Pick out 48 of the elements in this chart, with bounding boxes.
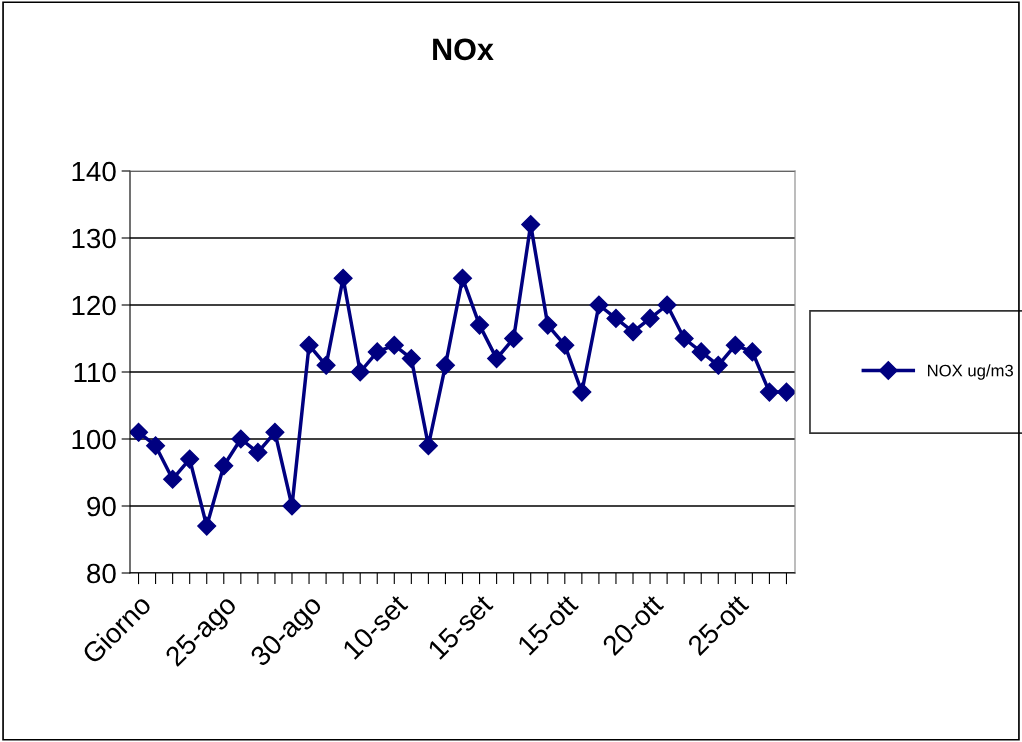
point	[418, 436, 438, 456]
point	[606, 308, 626, 328]
point	[776, 382, 795, 402]
point	[589, 295, 609, 315]
point	[742, 342, 762, 362]
point	[640, 308, 660, 328]
y-tick-label: 110	[74, 362, 116, 383]
y-tick-label: 90	[87, 496, 116, 517]
point	[163, 469, 183, 489]
point	[384, 335, 404, 355]
point	[299, 335, 319, 355]
point	[623, 322, 643, 342]
point	[130, 422, 149, 442]
point	[231, 429, 251, 449]
point	[435, 355, 455, 375]
point	[759, 382, 779, 402]
point	[367, 342, 387, 362]
point	[401, 349, 421, 369]
point	[674, 328, 694, 349]
point	[282, 496, 302, 516]
y-tick-label: 130	[72, 228, 116, 249]
point	[265, 422, 285, 442]
point	[487, 349, 507, 369]
point	[657, 295, 677, 315]
chart-title: NOx	[433, 38, 494, 61]
point	[504, 328, 524, 349]
point	[316, 355, 336, 375]
point	[538, 315, 558, 335]
point	[180, 449, 200, 469]
point	[452, 268, 473, 288]
point	[333, 268, 353, 288]
point	[555, 335, 575, 355]
y-tick-label: 140	[72, 161, 116, 182]
point	[214, 456, 234, 476]
point	[725, 335, 745, 355]
point	[691, 342, 711, 362]
point	[248, 442, 268, 462]
y-tick-label: 80	[87, 563, 116, 584]
point	[470, 315, 490, 335]
y-tick-label: 120	[72, 295, 116, 316]
point	[197, 516, 217, 536]
point	[146, 436, 166, 456]
point	[708, 355, 728, 375]
point	[572, 382, 592, 402]
y-tick-label: 100	[72, 429, 116, 450]
point	[350, 362, 370, 382]
legend-label: NOX ug/m3	[928, 364, 1013, 380]
point	[521, 215, 541, 235]
